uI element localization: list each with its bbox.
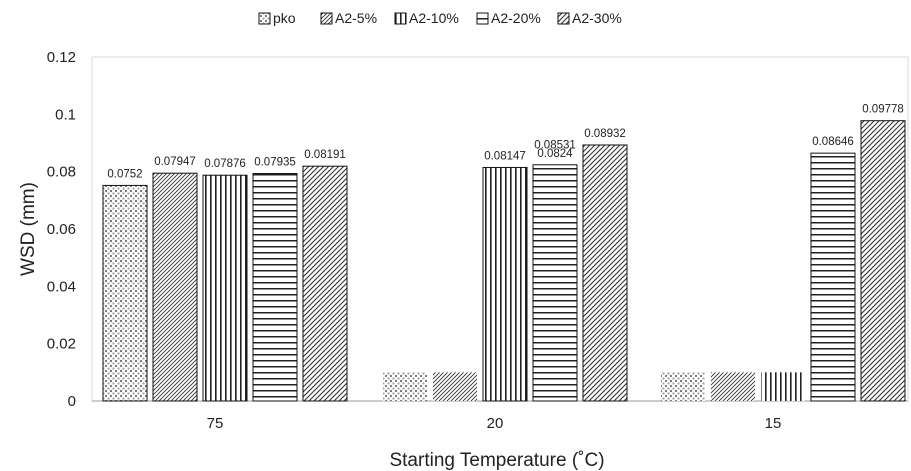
axes: 0 0.02 0.04 0.06 0.08 0.1 0.12 75 20 15 Starting T… [18, 49, 909, 471]
legend-swatch-a2-20 [476, 12, 489, 25]
bar-a2-30-20 [582, 144, 628, 402]
data-label: 0.08147 [484, 150, 526, 162]
data-labels: 0.0752 0.07947 0.07876 0.08147 0.07935 0.0824… [107, 104, 903, 181]
data-label: 0.09778 [862, 104, 904, 116]
bar-a2-5-75 [152, 172, 198, 402]
bar-a2-10-20 [482, 166, 528, 402]
bars [102, 120, 906, 402]
bar-a2-5-20 [433, 372, 477, 401]
bar-a2-20-20 [532, 164, 578, 402]
legend-swatch-a2-5 [320, 12, 333, 25]
y-tick-label: 0 [68, 393, 76, 410]
legend-swatch-a2-10 [394, 12, 407, 25]
data-label: 0.0824 [537, 148, 573, 160]
legend-label: A2-30% [572, 10, 622, 26]
data-label: 0.08191 [304, 149, 346, 161]
y-tick-label: 0.1 [55, 106, 76, 123]
bar-pko-20 [383, 372, 427, 401]
legend-label: A2-10% [409, 10, 459, 26]
y-tick-label: 0.04 [47, 278, 76, 295]
bar-a2-10-75 [202, 174, 248, 402]
data-label: 0.07935 [254, 157, 296, 169]
y-tick-label: 0.06 [47, 221, 76, 238]
x-tick-label: 75 [207, 415, 224, 432]
legend: pko A2-5% A2-10% A2-20% A2-30% [258, 10, 622, 26]
y-tick-label: 0.12 [47, 49, 76, 66]
data-label: 0.08531 [534, 139, 576, 151]
bar-a2-20-75 [252, 173, 298, 402]
legend-label: pko [273, 10, 296, 26]
bar-pko-75 [102, 184, 148, 402]
bar-a2-5-15 [711, 372, 755, 401]
data-label: 0.0752 [107, 168, 142, 180]
x-tick-label: 15 [765, 415, 782, 432]
y-axis-title: WSD (mm) [18, 182, 39, 276]
bar-a2-30-75 [302, 165, 348, 402]
bar-pko-15 [661, 372, 705, 401]
legend-label: A2-5% [335, 10, 377, 26]
y-tick-label: 0.08 [47, 164, 76, 181]
data-label: 0.08932 [584, 128, 626, 140]
y-tick-label: 0.02 [47, 336, 76, 353]
x-axis-title: Starting Temperature (˚C) [389, 450, 604, 471]
legend-swatch-a2-30 [557, 12, 570, 25]
bar-a2-30-15 [860, 120, 906, 402]
legend-label: A2-20% [491, 10, 541, 26]
legend-swatch-pko [258, 12, 271, 25]
x-tick-label: 20 [487, 415, 504, 432]
bar-a2-20-15 [810, 152, 856, 402]
data-label: 0.07876 [204, 158, 246, 170]
data-label: 0.08646 [812, 136, 854, 148]
data-label: 0.07947 [154, 156, 196, 168]
bar-a2-10-15 [761, 372, 805, 401]
